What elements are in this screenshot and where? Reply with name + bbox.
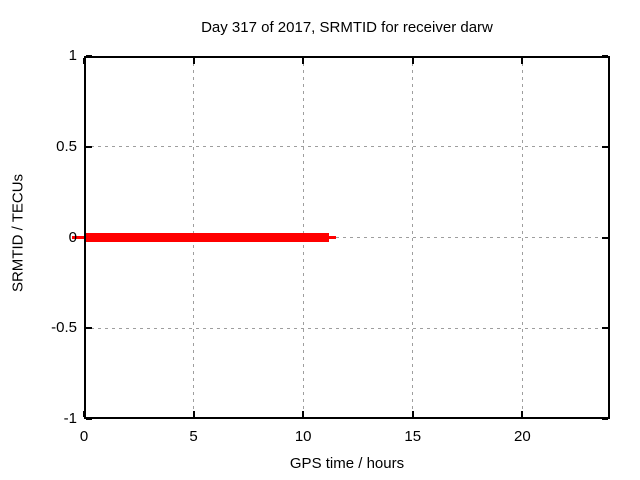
y-tick-label: 1 — [68, 47, 77, 64]
y-tick-mark-right — [602, 236, 608, 239]
y-tick-label: 0 — [68, 228, 77, 246]
x-tick-mark-bottom — [192, 411, 195, 417]
x-tick-mark-bottom — [302, 411, 305, 417]
x-axis-label: GPS time / hours — [289, 455, 405, 472]
x-tick-label: 15 — [404, 428, 422, 445]
grid-line-horizontal — [84, 327, 610, 329]
y-tick-mark-left — [86, 55, 92, 57]
x-tick-mark-top — [302, 58, 305, 64]
series-line — [84, 233, 330, 242]
x-tick-mark-bottom — [83, 411, 85, 417]
grid-line-horizontal — [84, 146, 610, 148]
chart-title: Day 317 of 2017, SRMTID for receiver dar… — [201, 19, 493, 36]
y-tick-mark-left — [86, 327, 92, 330]
x-tick-mark-top — [521, 58, 524, 64]
x-tick-label: 0 — [79, 428, 89, 445]
x-tick-mark-bottom — [411, 411, 414, 417]
x-tick-mark-top — [83, 58, 85, 64]
y-tick-mark-right — [602, 145, 608, 148]
x-tick-label: 20 — [513, 428, 531, 445]
x-tick-label: 10 — [294, 428, 312, 445]
grid-line-horizontal — [84, 237, 610, 238]
y-tick-label: -0.5 — [51, 319, 77, 337]
y-tick-mark-right — [602, 418, 608, 420]
y-tick-label: -1 — [63, 410, 77, 427]
series-line-endcap-right — [329, 236, 336, 239]
x-tick-label: 5 — [189, 428, 198, 445]
x-tick-mark-bottom — [521, 411, 524, 417]
y-tick-mark-left — [86, 145, 92, 148]
y-tick-mark-left — [86, 418, 92, 420]
x-tick-mark-top — [411, 58, 414, 64]
y-tick-label: 0.5 — [56, 137, 77, 155]
y-tick-mark-right — [602, 327, 608, 330]
x-tick-mark-top — [192, 58, 195, 64]
y-tick-mark-right — [602, 55, 608, 57]
series-line-endcap-left — [72, 236, 84, 239]
